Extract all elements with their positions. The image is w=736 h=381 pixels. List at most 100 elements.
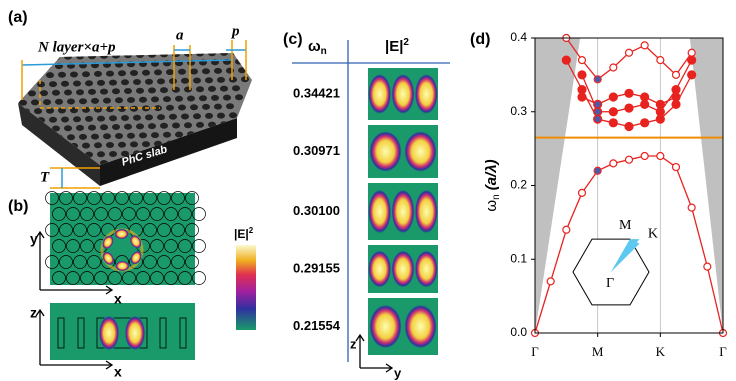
hole (88, 124, 96, 131)
hole (100, 124, 108, 131)
highlight-point (594, 116, 601, 123)
hole (202, 68, 210, 75)
plot-frame (534, 37, 724, 334)
hole (122, 207, 136, 221)
hole (118, 141, 126, 148)
field-lobe (102, 251, 114, 265)
frequency: 0.29155 (293, 260, 340, 275)
hole (87, 255, 101, 269)
hole (57, 317, 65, 349)
hole (19, 99, 27, 106)
band-point (577, 56, 587, 65)
hole (73, 191, 87, 205)
hole (196, 86, 204, 93)
hole (103, 133, 111, 140)
hole (70, 71, 78, 78)
y-axis-label-part: n (491, 194, 502, 200)
hole (97, 151, 105, 158)
hole (157, 255, 171, 269)
hole (139, 132, 147, 139)
hole (178, 104, 186, 111)
hole (31, 99, 39, 106)
axes-arrows (355, 333, 394, 373)
hole (66, 239, 80, 253)
hole (97, 115, 105, 122)
hole (80, 207, 94, 221)
panel-label: (b) (8, 198, 28, 215)
hole (94, 271, 108, 285)
hole (22, 72, 30, 79)
axis-label: y (394, 365, 402, 380)
x-tick-label: K (656, 344, 666, 359)
hole (121, 79, 129, 86)
hole (91, 133, 99, 140)
column-header: |E|2 (385, 37, 409, 55)
hole (18, 55, 24, 61)
hole (208, 53, 216, 57)
band-point (624, 88, 634, 98)
hole (127, 132, 135, 139)
highlight-point (594, 101, 601, 108)
hole (143, 255, 157, 269)
hole (0, 145, 6, 151)
hole (106, 106, 114, 113)
hole (178, 68, 186, 75)
band-point (687, 48, 696, 57)
hole (151, 132, 159, 139)
hole (136, 123, 144, 130)
field-lobe (368, 189, 391, 234)
field-lobe (115, 260, 130, 271)
hole (193, 113, 201, 120)
hole (121, 115, 129, 121)
hole (28, 54, 36, 61)
hole (52, 207, 66, 221)
band-point (609, 63, 618, 72)
hole (235, 94, 243, 101)
hole (185, 255, 199, 269)
hole (45, 191, 59, 205)
hole (129, 191, 143, 205)
hole (79, 98, 87, 105)
hole (106, 70, 114, 77)
hole (133, 114, 141, 121)
y-tick-label: 0.3 (510, 104, 527, 118)
field-lobe (369, 304, 402, 349)
hole (112, 124, 120, 130)
hole (163, 131, 171, 138)
y-tick-label: 0.0 (510, 325, 527, 339)
panel-label: (c) (283, 31, 303, 48)
hole (73, 255, 87, 269)
band-point (656, 56, 665, 65)
axis-label: x (114, 364, 122, 380)
hole (85, 115, 93, 122)
field-lobe (404, 131, 437, 172)
hole (235, 58, 243, 65)
hole (178, 271, 192, 285)
hole (22, 144, 30, 151)
hole (45, 255, 59, 269)
band-point (577, 188, 587, 197)
hole (124, 53, 132, 59)
hole (94, 142, 102, 149)
hole (49, 116, 57, 123)
hole (124, 123, 132, 130)
hole (247, 58, 252, 65)
hole (25, 81, 33, 88)
hole (73, 80, 81, 87)
hole (133, 79, 141, 85)
hole (226, 103, 234, 110)
hole (88, 88, 96, 95)
field-lobe (102, 235, 114, 249)
hole (150, 239, 164, 253)
hole (58, 107, 66, 114)
hole (52, 125, 60, 132)
field-lobe (368, 250, 391, 288)
highlight-point (594, 76, 601, 83)
hole (85, 80, 93, 87)
hole (45, 223, 59, 237)
hole (160, 122, 168, 129)
hole (145, 114, 153, 121)
dimension-label: T (40, 169, 50, 185)
hole (157, 78, 165, 85)
hole (178, 239, 192, 253)
